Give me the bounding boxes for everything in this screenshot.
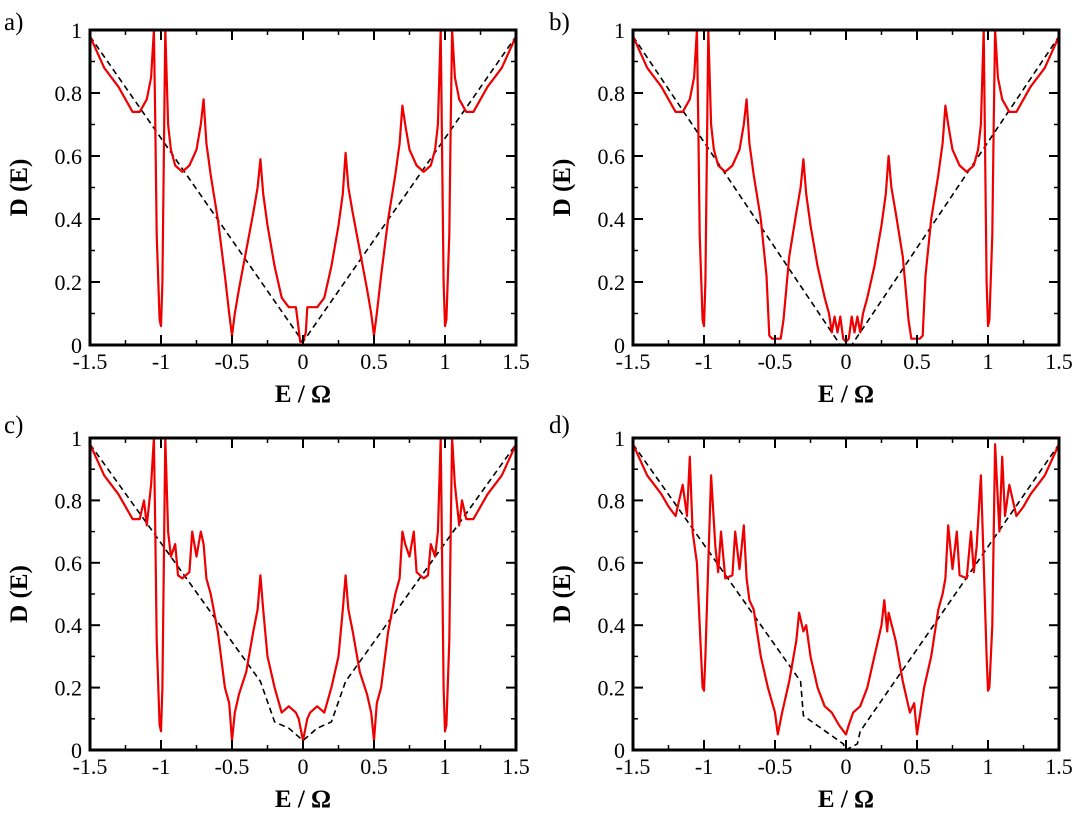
x-tick-label: 0 xyxy=(841,349,852,374)
y-tick-label: 0.2 xyxy=(598,676,626,701)
y-tick-label: 0.4 xyxy=(55,613,83,638)
x-tick-label: 1 xyxy=(440,754,451,779)
y-tick-label: 0.2 xyxy=(598,270,626,295)
y-tick-label: 0 xyxy=(614,333,625,358)
y-tick-label: 0.8 xyxy=(598,81,626,106)
x-axis-label: E / Ω xyxy=(275,786,331,813)
y-tick-label: 1 xyxy=(71,18,82,43)
x-tick-label: 0 xyxy=(298,349,309,374)
x-axis-label: E / Ω xyxy=(818,786,874,813)
y-tick-label: 0.4 xyxy=(55,207,83,232)
y-axis-label: D (E) xyxy=(6,565,33,623)
panel-label: c) xyxy=(4,412,23,439)
panel-d: -1.5 -1 -0.5 0 0.5 1 1.5 0 0.2 0.4 0.6 0.8 1 E / Ω D (… xyxy=(549,412,1073,813)
x-tick-label: -0.5 xyxy=(758,349,793,374)
reference-dashed-line xyxy=(633,443,1059,750)
y-tick-label: 0.8 xyxy=(598,488,626,513)
x-tick-label: 1 xyxy=(983,349,994,374)
y-tick-label: 0.2 xyxy=(55,270,83,295)
y-tick-label: 0.6 xyxy=(55,144,83,169)
panel-label: d) xyxy=(549,412,570,439)
y-tick-label: 0.8 xyxy=(55,81,83,106)
x-tick-label: -0.5 xyxy=(758,754,793,779)
y-tick-label: 0.6 xyxy=(55,551,83,576)
y-axis-label: D (E) xyxy=(549,159,576,217)
x-tick-label: -1.5 xyxy=(73,754,108,779)
y-tick-label: 1 xyxy=(614,18,625,43)
y-tick-label: 1 xyxy=(71,426,82,451)
panel-label: b) xyxy=(549,9,570,36)
panel-c: -1.5 -1 -0.5 0 0.5 1 1.5 0 0.2 0.4 0.6 0.8 1 E / Ω D (… xyxy=(4,412,530,813)
x-axis-label: E / Ω xyxy=(818,381,874,408)
y-axis-label: D (E) xyxy=(6,159,33,217)
x-tick-label: 1.5 xyxy=(1045,754,1073,779)
panel-label: a) xyxy=(4,9,23,36)
x-tick-label: 0.5 xyxy=(360,349,388,374)
x-tick-label: -1.5 xyxy=(616,349,651,374)
x-tick-label: -0.5 xyxy=(215,349,250,374)
y-tick-label: 0.2 xyxy=(55,676,83,701)
y-tick-label: 0 xyxy=(71,738,82,763)
x-tick-label: 0.5 xyxy=(360,754,388,779)
x-tick-label: 0.5 xyxy=(903,349,931,374)
y-tick-label: 0 xyxy=(614,738,625,763)
y-tick-label: 0 xyxy=(71,333,82,358)
reference-dashed-line xyxy=(90,443,516,742)
dos-curve-line xyxy=(90,30,516,343)
x-tick-label: -1.5 xyxy=(616,754,651,779)
y-axis-label: D (E) xyxy=(549,565,576,623)
x-tick-label: 1.5 xyxy=(502,349,530,374)
x-tick-label: 1 xyxy=(983,754,994,779)
y-tick-label: 0.4 xyxy=(598,613,626,638)
x-tick-label: 0.5 xyxy=(903,754,931,779)
x-tick-label: -1 xyxy=(695,754,713,779)
y-tick-label: 0.4 xyxy=(598,207,626,232)
y-tick-label: 1 xyxy=(614,426,625,451)
x-tick-label: -1.5 xyxy=(73,349,108,374)
x-tick-label: 1 xyxy=(440,349,451,374)
x-tick-label: 1.5 xyxy=(502,754,530,779)
x-tick-label: -1 xyxy=(695,349,713,374)
x-tick-label: 0 xyxy=(298,754,309,779)
panel-b: -1.5 -1 -0.5 0 0.5 1 1.5 0 0.2 0.4 0.6 0.8 1 E / Ω D (… xyxy=(549,9,1073,408)
x-tick-label: 0 xyxy=(841,754,852,779)
x-tick-label: -1 xyxy=(152,349,170,374)
y-tick-label: 0.6 xyxy=(598,144,626,169)
x-tick-label: -0.5 xyxy=(215,754,250,779)
x-tick-label: -1 xyxy=(152,754,170,779)
y-tick-label: 0.6 xyxy=(598,551,626,576)
dos-curve-line xyxy=(90,438,516,742)
dos-curve-line xyxy=(633,443,1059,736)
dos-curve-line xyxy=(633,30,1059,343)
x-tick-label: 1.5 xyxy=(1045,349,1073,374)
panel-a: -1.5 -1 -0.5 0 0.5 1 1.5 0 0.2 0.4 0.6 0.8 1 E / Ω D (… xyxy=(4,9,530,408)
y-tick-label: 0.8 xyxy=(55,488,83,513)
x-axis-label: E / Ω xyxy=(275,381,331,408)
